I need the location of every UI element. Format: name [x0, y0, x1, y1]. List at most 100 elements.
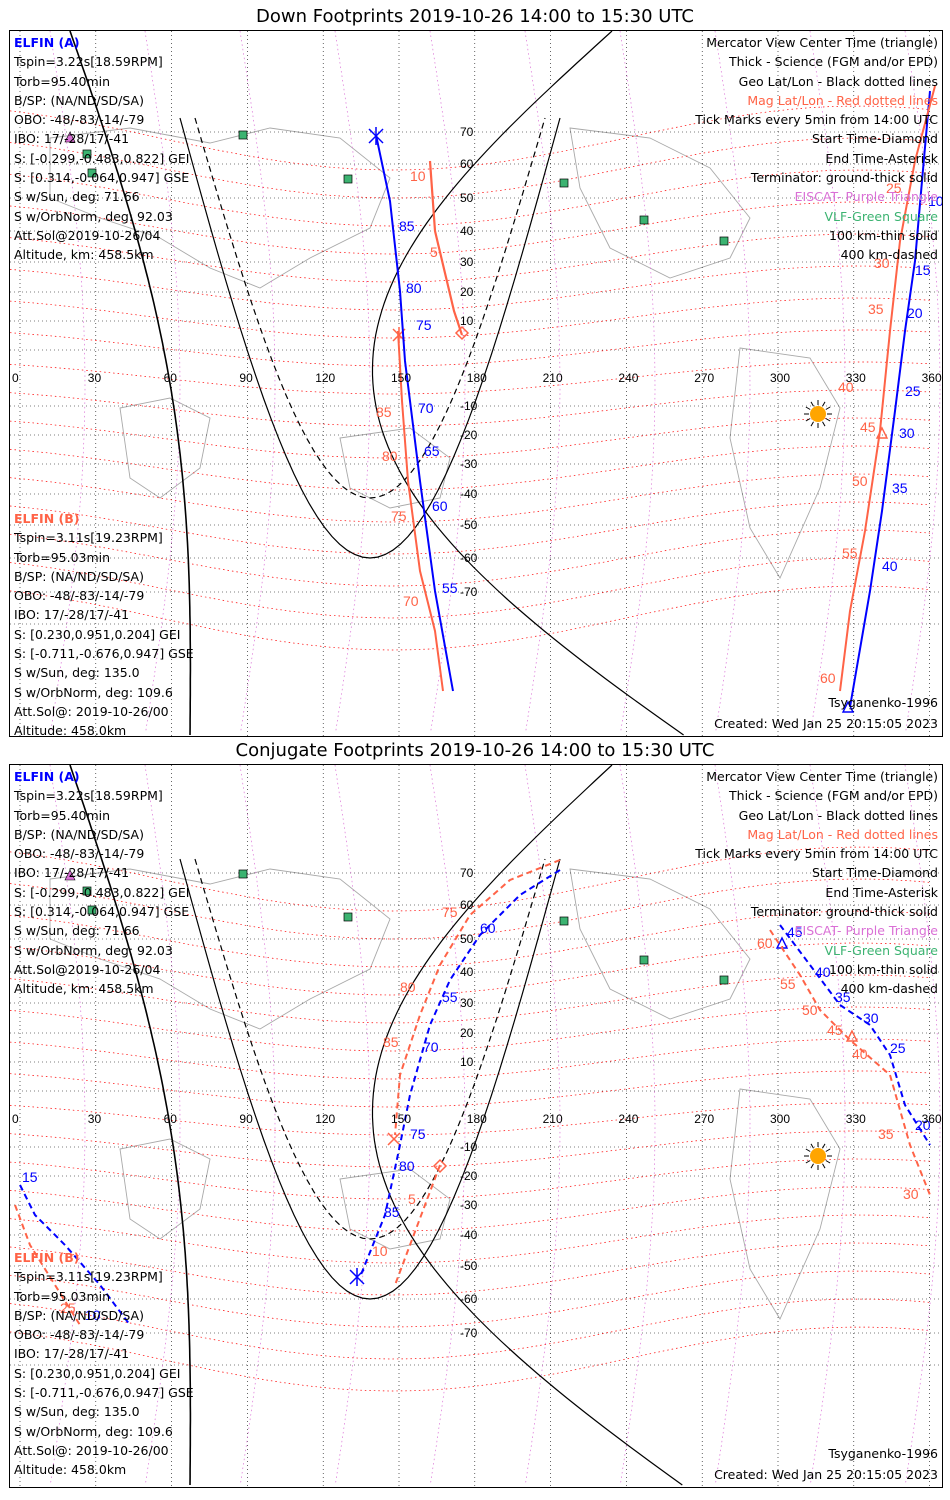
info-line: S w/Sun, deg: 71.66	[14, 189, 140, 205]
lat-tick-label: -30	[460, 457, 478, 471]
legend-line: 400 km-dashed	[840, 247, 938, 263]
elfin-b-conjugate-track-tick-label: 75	[442, 904, 458, 920]
lat-tick-label: -10	[460, 399, 478, 413]
vlf-square-marker	[82, 886, 92, 896]
legend-line: 100 km-thin solid	[829, 961, 938, 977]
coastline-4	[729, 1088, 841, 1320]
lat-tick-label: 60	[460, 157, 474, 171]
map-svg-down: 85 80 75 70 65 60 55 10 15 20 25 30 35 40 10 5 85 80 75 70 2…	[10, 31, 942, 736]
mag-parallel	[10, 942, 931, 996]
elfin-b-conjugate-track-west	[14, 1204, 81, 1326]
elfin-b-conjugate-track-west-tick-label: 25	[60, 1300, 76, 1316]
lat-tick-label: 70	[460, 125, 474, 139]
vlf-square-marker	[238, 869, 248, 879]
sun-ray	[810, 421, 814, 427]
elfin-b-down-track-south-tick-label: 80	[382, 448, 398, 464]
info-line: Tspin=3.11s[19.23RPM]	[14, 1269, 163, 1285]
elfin-a-conjugate-track-east-tick-label: 45	[787, 924, 803, 940]
mag-parallel	[10, 389, 931, 427]
sun-ray	[825, 1160, 831, 1164]
elfin-a-conjugate-track-tick-label: 60	[480, 920, 496, 936]
lat-tick-label: -20	[460, 1169, 478, 1183]
terminator-right	[371, 31, 684, 736]
elfin-a-conjugate-track-tick-label: 85	[384, 1204, 400, 1220]
lat-tick-label: -50	[460, 1259, 478, 1273]
lat-tick-label: -60	[460, 1292, 478, 1306]
view-center-triangle-b	[845, 1029, 859, 1042]
info-line: S w/Sun, deg: 135.0	[14, 1404, 140, 1420]
mag-parallel	[10, 201, 931, 255]
lon-tick-label: 0	[12, 371, 19, 385]
legend-line: 100 km-thin solid	[829, 227, 938, 243]
terminator-ground-left	[69, 765, 192, 1486]
lat-tick-label: 30	[460, 255, 474, 269]
info-line: IBO: 17/-28/17/-41	[14, 607, 130, 623]
legend-line: Mag Lat/Lon - Red dotted lines	[747, 92, 938, 108]
lat-tick-label: -30	[460, 1198, 478, 1212]
lon-tick-label: 360	[922, 371, 942, 385]
sun-ray	[805, 418, 811, 422]
sun-ray	[822, 1143, 826, 1149]
elfin-a-conjugate-track-east-tick-label: 30	[863, 1010, 879, 1026]
legend-line: Mercator View Center Time (triangle)	[706, 769, 938, 784]
elfin-b-down-track	[428, 160, 464, 336]
elfin-a-down-track	[375, 134, 454, 692]
mag-parallel	[10, 137, 931, 199]
legend-line: Geo Lat/Lon - Black dotted lines	[738, 73, 938, 89]
elfin-a-conjugate-track-tick-label: 55	[442, 989, 458, 1005]
vlf-square-marker	[639, 215, 649, 225]
lon-tick-label: 330	[846, 1112, 866, 1126]
info-line: OBO: -48/-83/-14/-79	[14, 846, 145, 862]
sun-ray	[805, 1148, 811, 1152]
mag-parallel	[10, 361, 931, 395]
legend-line: EISCAT- Purple Triangle	[794, 189, 938, 205]
info-line: S: [-0.299,-0.483,0.822] GEI	[14, 150, 190, 166]
lat-tick-label: 30	[460, 996, 474, 1010]
info-line: Torb=95.40min	[14, 73, 111, 89]
lon-tick-label: 180	[467, 371, 487, 385]
elfin-a-title: ELFIN (A)	[14, 769, 80, 784]
elfin-b-down-track-south-tick-label: 70	[403, 593, 419, 609]
elfin-a-conjugate-track-west-tick-label: 10	[85, 1307, 101, 1323]
sun-ray	[805, 406, 811, 410]
info-line: Tspin=3.22s[18.59RPM]	[14, 788, 163, 804]
lon-tick-label: 330	[846, 371, 866, 385]
info-line: S: [-0.299,-0.483,0.822] GEI	[14, 884, 190, 900]
sun-ray	[825, 1148, 831, 1152]
elfin-b-info: ELFIN (B) Tspin=3.11s[19.23RPM] Torb=95.…	[14, 509, 194, 736]
elfin-b-conjugate-track-east-tick-label: 45	[827, 1022, 843, 1038]
panel-title-conjugate: Conjugate Footprints 2019-10-26 14:00 to…	[235, 740, 715, 761]
elfin-b-down-track-east-tick-label: 55	[842, 545, 858, 561]
elfin-a-down-track-tick-label: 60	[432, 498, 448, 514]
vlf-square-marker	[559, 178, 569, 188]
mag-parallel	[10, 169, 931, 227]
elfin-a-conjugate-track-tick-label: 75	[410, 1126, 426, 1142]
lon-tick-label: 120	[315, 371, 335, 385]
mag-parallel	[10, 529, 931, 587]
vlf-square-marker	[82, 149, 92, 159]
lon-tick-label: 30	[88, 371, 102, 385]
map-panel-down-footprints: 85 80 75 70 65 60 55 10 15 20 25 30 35 40 10 5 85 80 75 70 2…	[9, 30, 943, 737]
info-line: IBO: 17/-28/17/-41	[14, 131, 130, 147]
terminator-100km	[179, 117, 561, 559]
legend-line: Terminator: ground-thick solid	[750, 170, 938, 186]
mag-meridian	[334, 765, 371, 1486]
info-line: S w/OrbNorm, deg: 109.6	[14, 684, 173, 700]
info-line: S: [0.230,0.951,0.204] GEI	[14, 1365, 181, 1381]
elfin-a-down-track-east-tick-label: 30	[899, 425, 915, 441]
info-line: Att.Sol@2019-10-26/04	[14, 227, 161, 243]
lon-tick-label: 270	[694, 371, 714, 385]
info-line: S w/Sun, deg: 71.66	[14, 923, 140, 939]
legend-line: Thick - Science (FGM and/or EPD)	[729, 788, 938, 804]
start-time-diamond	[454, 325, 470, 341]
elfin-b-down-track-east-tick-label: 60	[820, 670, 836, 686]
vlf-square-marker	[87, 905, 97, 915]
info-line: S w/OrbNorm, deg: 92.03	[14, 942, 173, 958]
vlf-square-marker	[343, 174, 353, 184]
elfin-a-conjugate-track-west-tick-label: 15	[22, 1169, 38, 1185]
vlf-square-marker	[87, 168, 97, 178]
lat-tick-label: -50	[460, 518, 478, 532]
mag-meridian	[714, 31, 751, 732]
elfin-b-down-track-east-tick-label: 25	[886, 180, 902, 196]
info-line: S: [-0.711,-0.676,0.947] GSE	[14, 1385, 194, 1401]
